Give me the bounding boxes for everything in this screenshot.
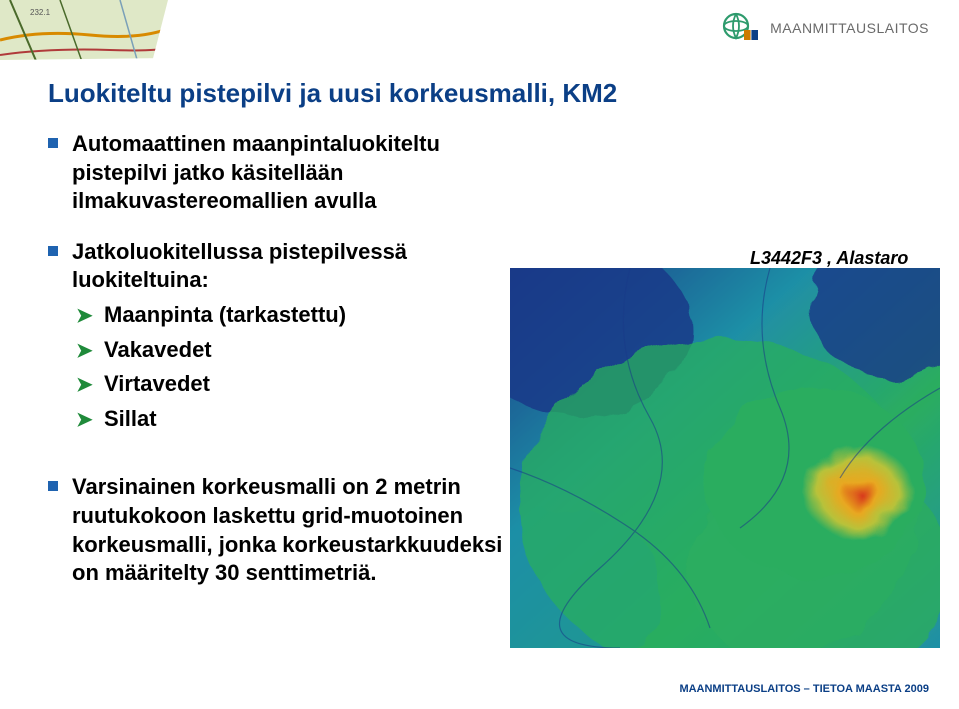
bullet-text: Sillat [104, 405, 157, 434]
bullet-text: Vakavedet [104, 336, 212, 365]
arrow-bullet-icon: ➤ [76, 303, 94, 328]
arrow-bullet-icon: ➤ [76, 372, 94, 397]
footer-text: MAANMITTAUSLAITOS – TIETOA MAASTA 2009 [679, 683, 929, 695]
square-bullet-icon [48, 246, 58, 256]
bullet-item: Jatkoluokitellussa pistepilvessä luokite… [48, 238, 528, 295]
bullet-text: Varsinainen korkeusmalli on 2 metrin ruu… [72, 473, 528, 587]
sub-bullet-item: ➤ Vakavedet [48, 336, 528, 365]
bullet-text: Jatkoluokitellussa pistepilvessä luokite… [72, 238, 528, 295]
brand-name: MAANMITTAUSLAITOS [770, 20, 929, 36]
bullet-item: Varsinainen korkeusmalli on 2 metrin ruu… [48, 473, 528, 587]
arrow-bullet-icon: ➤ [76, 338, 94, 363]
terrain-image [510, 268, 940, 648]
globe-icon [722, 12, 760, 44]
sub-bullet-item: ➤ Maanpinta (tarkastettu) [48, 301, 528, 330]
content-block: Automaattinen maanpintaluokiteltu pistep… [48, 130, 528, 594]
corner-map-decoration: 232.1 [0, 0, 170, 70]
square-bullet-icon [48, 481, 58, 491]
bullet-text: Virtavedet [104, 370, 210, 399]
svg-text:232.1: 232.1 [30, 8, 51, 17]
sub-bullet-item: ➤ Virtavedet [48, 370, 528, 399]
square-bullet-icon [48, 138, 58, 148]
arrow-bullet-icon: ➤ [76, 407, 94, 432]
bullet-text: Automaattinen maanpintaluokiteltu pistep… [72, 130, 528, 216]
terrain-caption: L3442F3 , Alastaro [750, 248, 908, 269]
bullet-text: Maanpinta (tarkastettu) [104, 301, 346, 330]
brand-logo: MAANMITTAUSLAITOS [722, 12, 929, 44]
page-title: Luokiteltu pistepilvi ja uusi korkeusmal… [48, 78, 617, 109]
sub-bullet-item: ➤ Sillat [48, 405, 528, 434]
bullet-item: Automaattinen maanpintaluokiteltu pistep… [48, 130, 528, 216]
